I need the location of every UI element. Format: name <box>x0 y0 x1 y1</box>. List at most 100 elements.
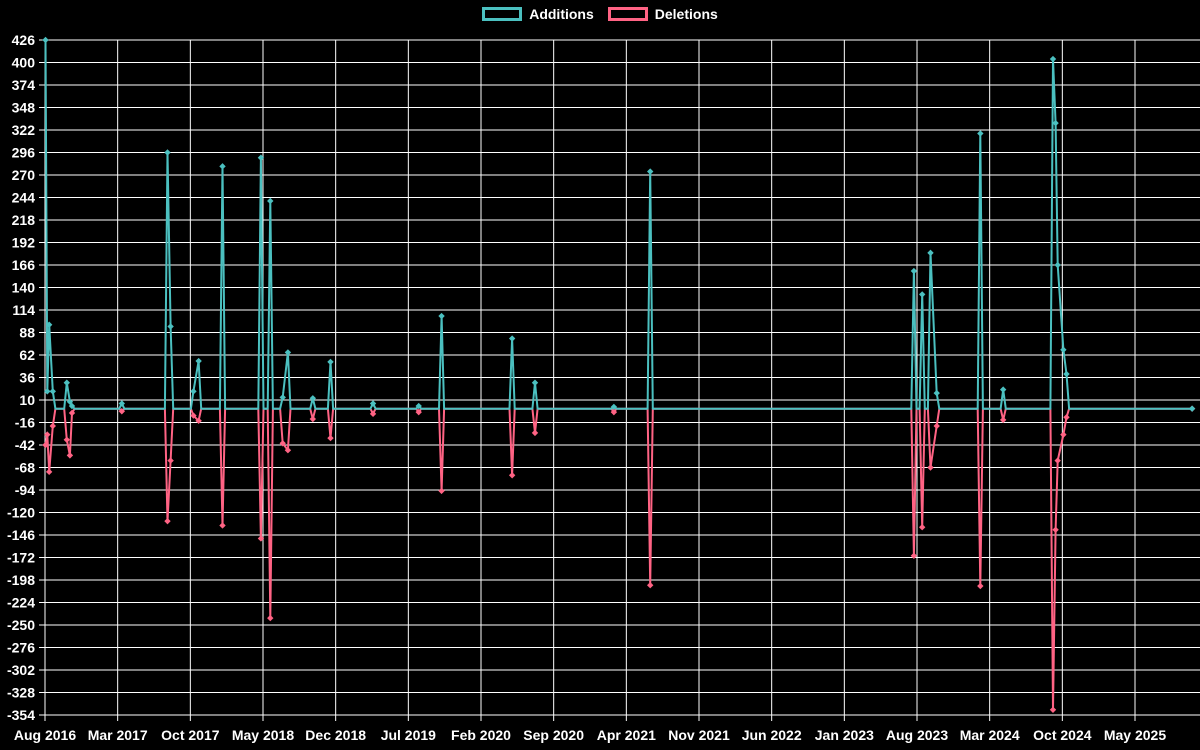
x-tick-label: Oct 2024 <box>1033 727 1092 743</box>
data-point-marker <box>438 487 445 495</box>
legend-label-deletions: Deletions <box>654 6 718 22</box>
y-tick-label: 218 <box>12 212 36 228</box>
chart-legend: Additions Deletions <box>0 6 1200 22</box>
data-point-marker <box>999 386 1007 393</box>
data-point-marker <box>267 614 274 622</box>
data-point-marker <box>167 457 174 464</box>
x-tick-label: Aug 2016 <box>14 727 76 743</box>
data-point-marker <box>118 408 126 415</box>
y-tick-label: 322 <box>12 122 36 138</box>
x-tick-label: May 2018 <box>232 727 294 743</box>
x-tick-label: Jul 2019 <box>381 727 436 743</box>
data-point-marker <box>508 472 516 479</box>
data-point-marker <box>44 431 51 438</box>
data-point-marker <box>933 422 940 430</box>
data-point-marker <box>327 434 334 442</box>
legend-item-deletions[interactable]: Deletions <box>607 6 718 22</box>
data-point-marker <box>195 357 202 365</box>
y-tick-label: 114 <box>12 302 35 318</box>
data-point-marker <box>279 394 286 401</box>
data-point-marker <box>219 163 226 170</box>
data-point-marker <box>610 408 618 416</box>
data-point-marker <box>327 358 334 366</box>
data-point-marker <box>219 522 226 529</box>
data-point-marker <box>190 412 197 419</box>
y-tick-label: -146 <box>7 527 35 543</box>
x-tick-label: Mar 2024 <box>960 727 1020 743</box>
data-point-marker <box>68 402 76 410</box>
y-tick-label: -354 <box>7 707 35 723</box>
data-point-marker <box>42 441 49 449</box>
x-tick-label: Sep 2020 <box>523 727 584 743</box>
data-point-marker <box>66 398 74 405</box>
y-tick-label: -276 <box>7 640 35 656</box>
x-tick-label: May 2025 <box>1104 727 1166 743</box>
data-point-marker <box>369 410 377 418</box>
data-point-marker <box>531 379 539 386</box>
data-point-marker <box>195 417 202 424</box>
y-tick-label: 270 <box>12 167 36 183</box>
data-point-marker <box>977 130 984 137</box>
data-point-marker <box>438 312 445 320</box>
data-point-marker <box>918 291 926 298</box>
data-point-marker <box>1049 706 1057 714</box>
data-point-marker <box>1049 55 1057 63</box>
data-point-marker <box>933 389 940 397</box>
additions-swatch-icon <box>482 7 523 21</box>
data-point-marker <box>63 436 71 444</box>
x-tick-label: Aug 2023 <box>886 727 948 743</box>
x-tick-label: Mar 2017 <box>88 727 148 743</box>
data-point-marker <box>999 416 1007 424</box>
y-tick-label: -198 <box>7 572 35 588</box>
y-tick-label: 166 <box>12 257 36 273</box>
data-point-marker <box>45 321 53 328</box>
y-tick-label: -302 <box>7 662 35 678</box>
data-point-marker <box>45 468 53 476</box>
x-tick-label: Dec 2018 <box>305 727 366 743</box>
data-point-marker <box>42 36 49 44</box>
data-point-marker <box>190 388 197 395</box>
data-point-marker <box>1063 370 1070 378</box>
data-point-marker <box>309 395 317 402</box>
data-point-marker <box>44 388 51 395</box>
data-point-marker <box>927 464 934 471</box>
data-point-marker <box>1054 457 1061 464</box>
legend-item-additions[interactable]: Additions <box>482 6 594 22</box>
y-tick-label: -224 <box>7 595 35 611</box>
data-point-marker <box>257 154 265 161</box>
data-point-marker <box>164 517 171 525</box>
data-point-marker <box>118 400 126 407</box>
y-tick-label: -16 <box>15 415 35 431</box>
data-point-marker <box>610 403 618 411</box>
y-tick-label: -68 <box>15 460 35 476</box>
x-tick-label: Jun 2022 <box>742 727 802 743</box>
data-point-marker <box>284 349 292 356</box>
data-point-marker <box>49 388 56 395</box>
deletions-swatch-icon <box>607 7 648 21</box>
series-deletions <box>42 405 1196 714</box>
data-point-marker <box>415 402 422 410</box>
data-point-marker <box>1054 261 1061 269</box>
data-point-marker <box>284 446 292 454</box>
y-tick-label: -120 <box>7 505 35 521</box>
legend-label-additions: Additions <box>529 6 594 22</box>
y-tick-label: 296 <box>12 145 36 161</box>
data-point-marker <box>1188 405 1196 412</box>
x-tick-label: Apr 2021 <box>597 727 656 743</box>
y-tick-label: 426 <box>12 32 36 48</box>
data-point-marker <box>68 409 76 417</box>
data-point-marker <box>1063 414 1070 421</box>
data-point-marker <box>918 524 926 531</box>
y-tick-label: -42 <box>15 437 35 453</box>
y-tick-label: 88 <box>19 325 35 341</box>
y-tick-label: 348 <box>12 100 36 116</box>
data-point-marker <box>647 581 654 589</box>
y-tick-label: 192 <box>12 235 36 251</box>
data-point-marker <box>508 335 516 342</box>
data-point-marker <box>1052 526 1059 534</box>
y-tick-label: -172 <box>7 550 35 566</box>
y-tick-label: 36 <box>19 370 35 386</box>
data-point-marker <box>910 267 918 275</box>
